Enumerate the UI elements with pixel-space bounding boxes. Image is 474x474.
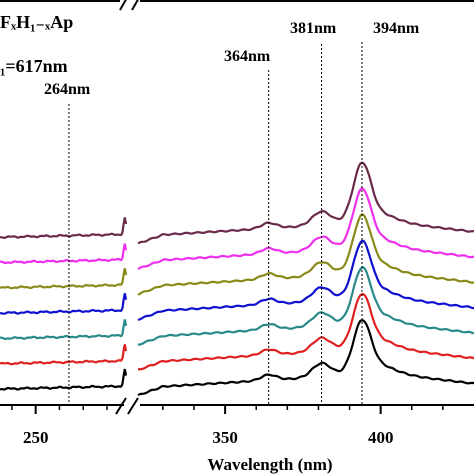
- series-2-left-line: [0, 344, 128, 366]
- series-1-right-line: [137, 319, 474, 397]
- series-7-left-line: [0, 217, 128, 240]
- chart-title-line1: FₓH₁₋ₓAp: [0, 12, 73, 32]
- chart-title-line2: ₁=617nm: [0, 56, 68, 76]
- text-layer: FₓH₁₋ₓAp ₁=617nm 264nm 364nm 381nm 394nm…: [0, 12, 420, 474]
- series-2-right-line: [137, 293, 474, 371]
- series-3-right-line: [137, 266, 474, 346]
- series-4-left-line: [0, 293, 128, 315]
- x-axis-break-bottom: [115, 397, 139, 415]
- x-axis-title: Wavelength (nm): [207, 455, 332, 474]
- annotation-364: 364nm: [224, 48, 271, 65]
- series-4-right-line: [137, 239, 474, 321]
- guide-layer: [68, 42, 363, 405]
- x-axis-break-top: [119, 0, 139, 11]
- x-tick-label-400: 400: [368, 428, 394, 447]
- series-6-right-line: [137, 187, 474, 271]
- top-frame-gap: [120, 0, 140, 6]
- series-7-right-line: [137, 161, 474, 245]
- series-5-right-line: [137, 213, 474, 296]
- series-6-left-line: [0, 243, 128, 265]
- annotation-394: 394nm: [373, 20, 420, 37]
- series-layer: [0, 161, 474, 397]
- x-tick-label-350: 350: [212, 428, 238, 447]
- axis-layer: [0, 0, 474, 415]
- series-1-left-line: [0, 368, 128, 391]
- annotation-381: 381nm: [290, 20, 337, 37]
- annotation-264: 264nm: [44, 81, 91, 98]
- x-tick-label-250: 250: [23, 428, 49, 447]
- series-5-left-line: [0, 268, 128, 290]
- series-3-left-line: [0, 319, 128, 340]
